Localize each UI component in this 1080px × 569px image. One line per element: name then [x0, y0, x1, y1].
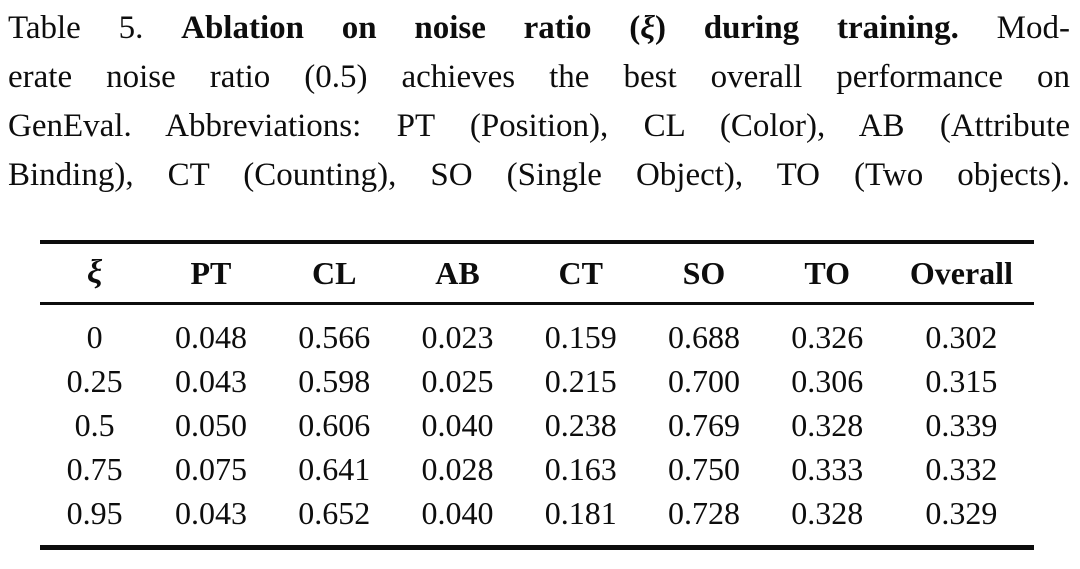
caption-segment: GenEval. Abbreviations: PT (Position), C…	[8, 108, 1070, 144]
table-cell: 0.048	[174, 318, 247, 355]
table-cell: 0.333	[791, 450, 864, 487]
table-cell: 0.329	[925, 494, 998, 531]
table-cell: 0.641	[298, 450, 371, 487]
table-cell: 0.688	[667, 318, 740, 355]
caption-segment: Ablation on noise ratio (	[181, 10, 641, 46]
column-header-cl: CL	[272, 242, 396, 305]
caption-segment: ) during training.	[655, 10, 997, 46]
table-cell: 0.339	[925, 406, 998, 443]
table-cell: 0.5	[74, 406, 115, 443]
table-header: ξ PT CL AB CT SO TO Overall	[40, 242, 1034, 305]
table-cell: 0.598	[298, 362, 371, 399]
table-cell: 0.215	[544, 362, 617, 399]
table-cell: 0.075	[174, 450, 247, 487]
table-cell: 0.326	[791, 318, 864, 355]
caption-line: Table 5. Ablation on noise ratio (ξ) dur…	[8, 4, 1070, 53]
table-cell: 0.750	[667, 450, 740, 487]
results-table: ξ PT CL AB CT SO TO Overall 0 0.048 0.566 0.023 0.1…	[40, 240, 1034, 550]
caption-segment: ξ	[640, 10, 656, 46]
column-header-so: SO	[642, 242, 766, 305]
table-cell: 0.028	[421, 450, 494, 487]
table-cell: 0.238	[544, 406, 617, 443]
column-header-xi: ξ	[40, 242, 150, 305]
table-cell: 0.328	[791, 494, 864, 531]
table-cell: 0	[86, 318, 103, 355]
column-header-to: TO	[765, 242, 889, 305]
caption-segment: Mod-	[996, 10, 1070, 46]
caption-segment: Table 5.	[8, 10, 182, 46]
results-table-container: ξ PT CL AB CT SO TO Overall 0 0.048 0.566 0.023 0.1…	[40, 240, 1034, 550]
table-cell: 0.700	[667, 362, 740, 399]
caption-line: Binding), CT (Counting), SO (Single Obje…	[8, 151, 1070, 200]
table-cell: 0.332	[925, 450, 998, 487]
table-cell: 0.159	[544, 318, 617, 355]
table-cell: 0.25	[66, 362, 123, 399]
table-cell: 0.315	[925, 362, 998, 399]
column-header-ab: AB	[395, 242, 520, 305]
table-cell: 0.050	[174, 406, 247, 443]
table-cell: 0.023	[421, 318, 494, 355]
caption-segment: erate noise ratio (0.5) achieves the bes…	[8, 59, 1070, 95]
table-cell: 0.040	[421, 494, 494, 531]
table-cell: 0.043	[174, 362, 247, 399]
table-cell: 0.652	[298, 494, 371, 531]
caption-line: erate noise ratio (0.5) achieves the bes…	[8, 53, 1070, 102]
table-cell: 0.302	[925, 318, 998, 355]
header-row: ξ PT CL AB CT SO TO Overall	[40, 242, 1034, 305]
table-cell: 0.728	[667, 494, 740, 531]
table-cell: 0.181	[544, 494, 617, 531]
column-header-overall: Overall	[888, 242, 1034, 305]
table-row: 0.25 0.043 0.598 0.025 0.215 0.700 0.306 0.315	[40, 359, 1034, 403]
table-cell: 0.025	[421, 362, 494, 399]
table-cell: 0.566	[298, 318, 371, 355]
column-header-ct: CT	[519, 242, 643, 305]
table-row: 0.95 0.043 0.652 0.040 0.181 0.728 0.328 0.329	[40, 491, 1034, 548]
table-body: 0 0.048 0.566 0.023 0.159 0.688 0.326 0.302 0.25…	[40, 304, 1034, 548]
caption-line: GenEval. Abbreviations: PT (Position), C…	[8, 102, 1070, 151]
table-cell: 0.043	[174, 494, 247, 531]
table-cell: 0.163	[544, 450, 617, 487]
table-row: 0.5 0.050 0.606 0.040 0.238 0.769 0.328 0.339	[40, 403, 1034, 447]
table-cell: 0.306	[791, 362, 864, 399]
table-cell: 0.606	[298, 406, 371, 443]
table-cell: 0.95	[66, 494, 123, 531]
table-caption: Table 5. Ablation on noise ratio (ξ) dur…	[8, 4, 1070, 200]
caption-segment: Binding), CT (Counting), SO (Single Obje…	[8, 157, 1070, 193]
table-cell: 0.328	[791, 406, 864, 443]
table-cell: 0.769	[667, 406, 740, 443]
table-cell: 0.75	[66, 450, 123, 487]
column-header-pt: PT	[149, 242, 273, 305]
table-cell: 0.040	[421, 406, 494, 443]
table-row: 0 0.048 0.566 0.023 0.159 0.688 0.326 0.302	[40, 304, 1034, 360]
table-row: 0.75 0.075 0.641 0.028 0.163 0.750 0.333 0.332	[40, 447, 1034, 491]
